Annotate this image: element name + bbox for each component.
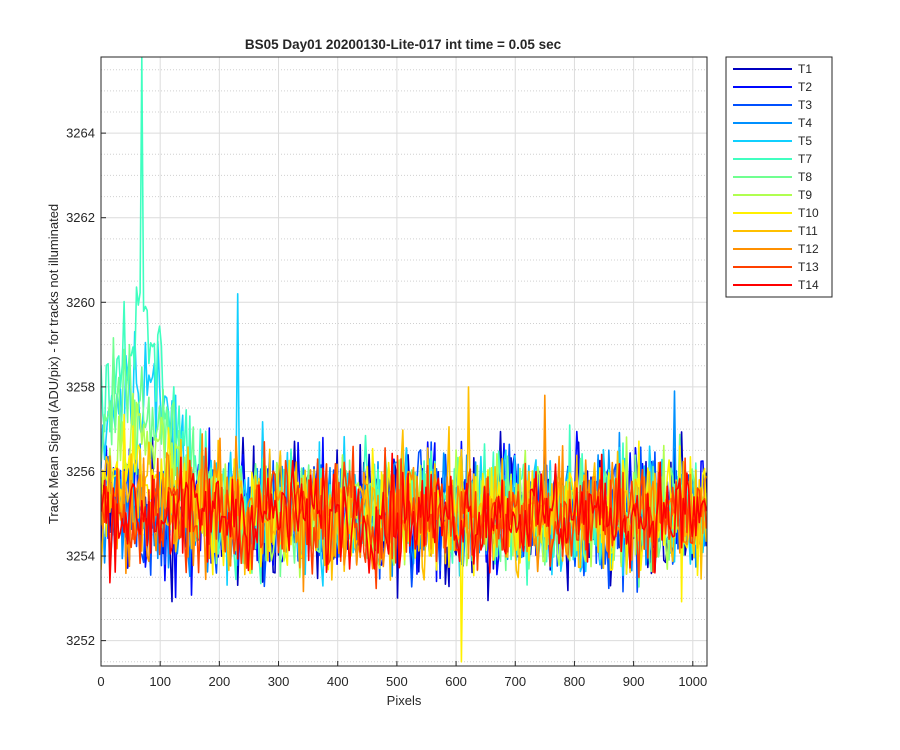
y-tick-label: 3264 [66,126,95,141]
legend-label-t5: T5 [798,134,812,148]
x-tick-label: 1000 [678,674,707,689]
legend-label-t1: T1 [798,62,812,76]
x-tick-label: 200 [209,674,231,689]
chart-title: BS05 Day01 20200130-Lite-017 int time = … [245,37,562,52]
y-tick-label: 3260 [66,295,95,310]
legend-label-t2: T2 [798,80,812,94]
series-line-t12 [101,394,707,593]
y-tick-label: 3252 [66,633,95,648]
x-tick-label: 400 [327,674,349,689]
legend-label-t13: T13 [798,260,819,274]
legend-label-t3: T3 [798,98,812,112]
x-tick-label: 100 [149,674,171,689]
y-tick-label: 3254 [66,549,95,564]
ticks: 0 100 200 300 400 500 600 700 800 900 1000 3252 3254… [66,126,707,689]
legend-label-t8: T8 [798,170,812,184]
legend-label-t7: T7 [798,152,812,166]
legend-label-t10: T10 [798,206,819,220]
x-tick-label: 800 [564,674,586,689]
legend: T1 T2 T3 T4 T5 T7 T8 T9 T10 T11 T12 T13 T14 [725,56,833,298]
grid [100,57,707,666]
series-line-t14 [101,452,707,584]
x-tick-label: 700 [504,674,526,689]
legend-label-t9: T9 [798,188,812,202]
x-tick-label: 0 [97,674,104,689]
legend-label-t12: T12 [798,242,819,256]
x-axis-label: Pixels [387,693,422,708]
y-tick-label: 3258 [66,379,95,394]
y-axis-label: Track Mean Signal (ADU/pix) - for tracks… [46,204,61,524]
plot-area-frame [100,56,708,667]
legend-label-t4: T4 [798,116,812,130]
legend-label-t11: T11 [798,224,818,238]
x-tick-label: 300 [268,674,290,689]
x-tick-label: 500 [386,674,408,689]
legend-label-t14: T14 [798,278,819,292]
x-tick-label: 600 [445,674,467,689]
series-layer [101,57,707,663]
y-tick-label: 3256 [66,464,95,479]
y-tick-label: 3262 [66,210,95,225]
x-tick-label: 900 [623,674,645,689]
